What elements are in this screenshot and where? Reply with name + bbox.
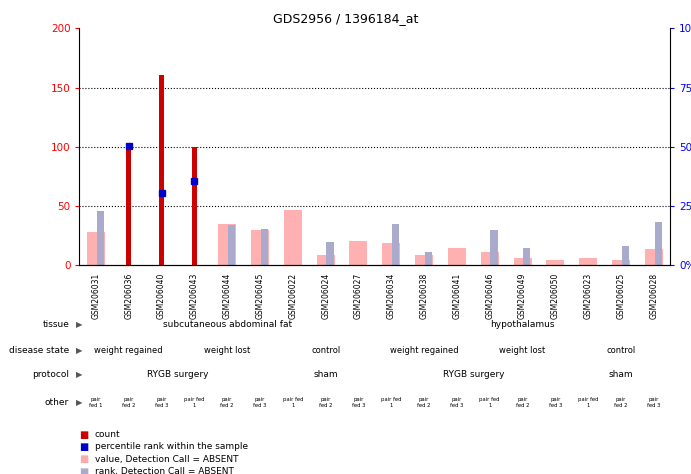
Text: pair fed
1: pair fed 1 [381,398,401,408]
Text: control: control [607,346,636,355]
Text: sham: sham [609,371,634,379]
Text: pair fed
1: pair fed 1 [578,398,598,408]
Bar [448,248,466,265]
Text: ▶: ▶ [76,346,83,355]
Bar [392,224,399,265]
Bar [316,255,334,265]
Text: value, Detection Call = ABSENT: value, Detection Call = ABSENT [95,455,238,464]
Text: protocol: protocol [32,371,69,379]
Bar [513,258,531,265]
Text: pair fed
1: pair fed 1 [480,398,500,408]
Text: ■: ■ [79,454,88,465]
Text: pair
fed 3: pair fed 3 [647,398,661,408]
Bar [491,230,498,265]
Bar [97,211,104,265]
Text: sham: sham [313,371,338,379]
Text: weight regained: weight regained [390,346,458,355]
Bar [228,225,235,265]
Bar [654,222,662,265]
Text: rank, Detection Call = ABSENT: rank, Detection Call = ABSENT [95,467,234,474]
Bar [218,224,236,265]
Bar [87,232,105,265]
Text: ■: ■ [79,442,88,452]
Text: tissue: tissue [42,320,69,329]
Text: percentile rank within the sample: percentile rank within the sample [95,443,248,451]
Bar [481,253,499,265]
Text: pair
fed 2: pair fed 2 [417,398,431,408]
Text: pair
fed 3: pair fed 3 [352,398,365,408]
Text: pair
fed 1: pair fed 1 [89,398,103,408]
Text: count: count [95,430,120,439]
Text: pair
fed 3: pair fed 3 [155,398,168,408]
Text: weight lost: weight lost [500,346,546,355]
Bar [126,147,131,265]
Bar [622,246,629,265]
Bar [159,74,164,265]
Text: ▶: ▶ [76,399,83,407]
Text: pair
fed 2: pair fed 2 [515,398,529,408]
Text: ▶: ▶ [76,371,83,379]
Text: GDS2956 / 1396184_at: GDS2956 / 1396184_at [273,12,418,25]
Bar [350,241,368,265]
Text: RYGB surgery: RYGB surgery [442,371,504,379]
Bar [382,243,400,265]
Bar [251,230,269,265]
Bar [645,249,663,265]
Bar [579,258,597,265]
Text: pair
fed 3: pair fed 3 [451,398,464,408]
Text: other: other [45,399,69,407]
Text: weight lost: weight lost [204,346,250,355]
Text: ▶: ▶ [76,320,83,329]
Text: RYGB surgery: RYGB surgery [147,371,209,379]
Bar [415,255,433,265]
Text: disease state: disease state [9,346,69,355]
Text: pair
fed 2: pair fed 2 [220,398,234,408]
Text: ■: ■ [79,466,88,474]
Text: hypothalamus: hypothalamus [491,320,555,329]
Bar [425,253,432,265]
Text: pair fed
1: pair fed 1 [283,398,303,408]
Text: pair
fed 2: pair fed 2 [122,398,135,408]
Text: control: control [311,346,340,355]
Text: pair
fed 3: pair fed 3 [254,398,267,408]
Text: pair
fed 2: pair fed 2 [614,398,628,408]
Text: subcutaneous abdominal fat: subcutaneous abdominal fat [162,320,292,329]
Bar [612,260,630,265]
Text: pair
fed 2: pair fed 2 [319,398,332,408]
Bar [284,210,302,265]
Bar [326,242,334,265]
Bar [523,248,531,265]
Text: pair
fed 3: pair fed 3 [549,398,562,408]
Text: ■: ■ [79,429,88,440]
Bar [192,147,197,265]
Text: pair fed
1: pair fed 1 [184,398,205,408]
Bar [261,229,268,265]
Bar [547,260,565,265]
Text: weight regained: weight regained [95,346,163,355]
